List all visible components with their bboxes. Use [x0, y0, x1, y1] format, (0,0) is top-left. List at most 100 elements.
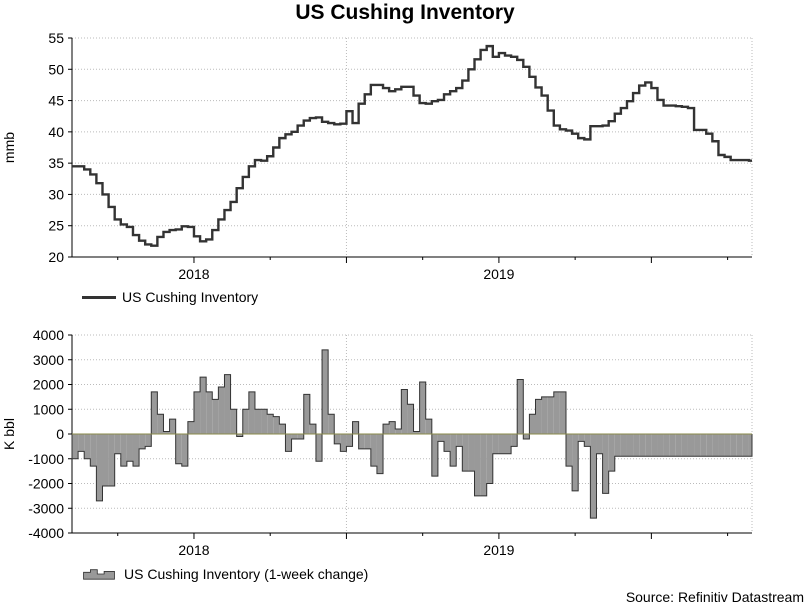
bar	[114, 434, 121, 454]
bar	[712, 434, 719, 457]
bar	[352, 421, 359, 434]
bar	[78, 434, 85, 452]
bar	[529, 414, 536, 434]
bar	[151, 391, 158, 434]
bar	[230, 409, 237, 434]
bar	[72, 434, 79, 459]
bar	[572, 434, 579, 491]
bar	[169, 419, 176, 434]
weekly-change-bar-chart: -4000 -3000 -2000 -1000 0 1000 2000 3000 4000 201…	[1, 327, 753, 558]
bar	[456, 434, 463, 447]
y-axis-label: mmb	[1, 132, 17, 163]
bar	[663, 434, 670, 457]
bar	[389, 421, 396, 434]
bar	[645, 434, 652, 457]
bar	[565, 434, 573, 467]
y-tick-label: 2000	[33, 377, 64, 393]
legend-weekly-change: US Cushing Inventory (1-week change)	[80, 566, 368, 582]
y-tick-label: 20	[48, 249, 64, 265]
bar	[730, 434, 737, 457]
bar	[267, 414, 274, 434]
bar	[541, 396, 548, 434]
legend-weekly-change-label: US Cushing Inventory (1-week change)	[124, 566, 369, 582]
bar	[706, 434, 713, 457]
bar	[291, 434, 298, 439]
bar	[309, 424, 316, 434]
bar	[590, 434, 597, 519]
y-tick-label: 40	[48, 124, 64, 140]
bar	[480, 434, 487, 496]
bar	[376, 434, 384, 474]
bar	[212, 399, 219, 434]
bar	[468, 434, 475, 472]
legend-line-swatch	[82, 295, 116, 299]
x-tick-label: 2019	[483, 266, 514, 282]
y-tick-label: 30	[48, 186, 64, 202]
bar	[547, 396, 554, 434]
y-axis-label: K bbl	[1, 418, 17, 450]
bar	[498, 434, 506, 454]
y-tick-label: -4000	[28, 525, 64, 541]
bar	[200, 377, 207, 434]
bar	[578, 434, 585, 442]
bar	[340, 434, 347, 452]
y-tick-label: 4000	[33, 327, 64, 343]
bar	[523, 434, 530, 439]
bar	[193, 391, 201, 434]
bar-outline	[71, 349, 753, 519]
bar	[261, 409, 268, 434]
bar	[395, 429, 402, 434]
bar	[553, 391, 560, 434]
y-tick-label: 55	[48, 30, 64, 46]
bar	[84, 434, 91, 459]
bar	[157, 414, 164, 434]
y-tick-label: 3000	[33, 352, 64, 368]
y-tick-label: 50	[48, 61, 64, 77]
bar	[492, 434, 499, 454]
bar	[279, 424, 286, 434]
bar	[120, 434, 127, 467]
y-tick-label: -1000	[28, 451, 64, 467]
bar	[669, 434, 676, 457]
bar	[614, 434, 621, 457]
bar	[90, 434, 97, 467]
bar	[358, 434, 365, 449]
bar	[633, 434, 640, 457]
bar	[602, 434, 609, 494]
bar	[724, 434, 731, 457]
bar	[285, 434, 292, 452]
bar	[486, 434, 493, 484]
y-tick-label: 45	[48, 93, 64, 109]
bar	[401, 389, 408, 434]
y-tick-label: 1000	[33, 401, 64, 417]
bar	[620, 434, 627, 457]
x-tick-label: 2019	[483, 542, 514, 558]
bar	[315, 434, 323, 462]
bar	[419, 382, 426, 434]
bar	[96, 434, 103, 501]
bar	[748, 434, 752, 457]
bar	[273, 416, 280, 434]
bar	[559, 391, 566, 434]
bar	[681, 434, 688, 457]
bar	[163, 431, 170, 434]
bar	[742, 434, 749, 457]
bar	[218, 386, 225, 434]
bar	[675, 434, 682, 457]
bar	[462, 434, 469, 472]
y-tick-label: -2000	[28, 476, 64, 492]
bar	[425, 419, 432, 434]
bar	[608, 434, 615, 472]
bar	[236, 434, 243, 437]
chart-title: US Cushing Inventory	[295, 1, 515, 24]
bar	[407, 404, 414, 434]
bar	[535, 399, 542, 434]
y-tick-label: 0	[56, 426, 64, 442]
bar	[346, 434, 353, 447]
bar	[511, 434, 518, 447]
x-tick-label: 2018	[178, 266, 209, 282]
bar	[687, 434, 695, 457]
legend-area-swatch	[83, 569, 115, 580]
y-tick-label: 25	[48, 218, 64, 234]
